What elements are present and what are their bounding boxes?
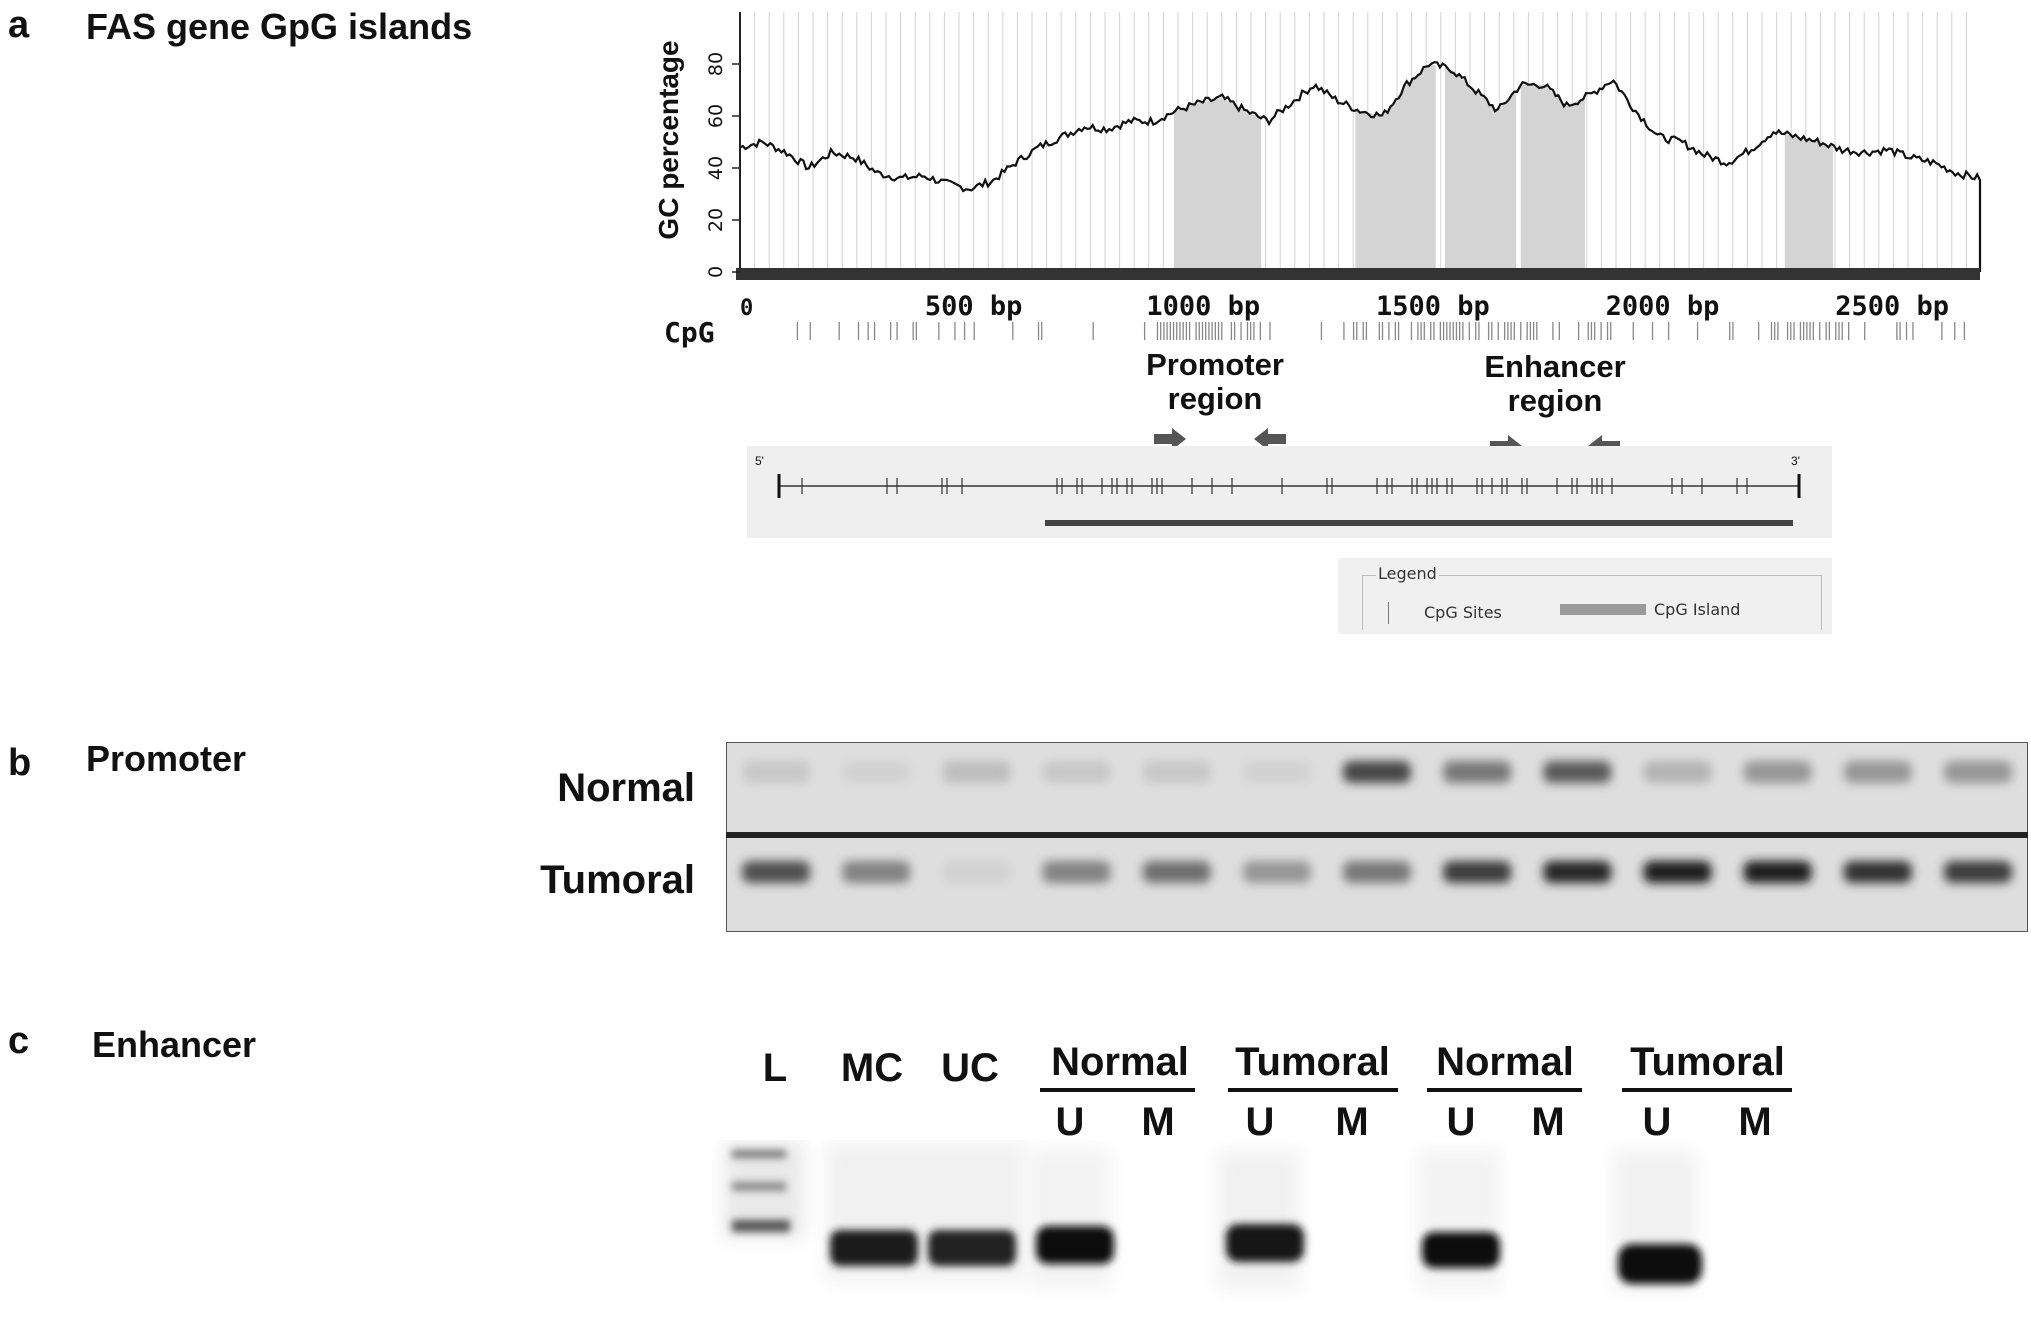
lane-m-1: M: [1141, 1100, 1175, 1144]
normal-u-band-1: [1036, 1226, 1114, 1264]
gel-band: [1042, 861, 1111, 883]
x-tick-label: 2000 bp: [1606, 291, 1720, 322]
map-5prime: 5': [755, 454, 764, 468]
gc-percentage-chart: 0 20 40 60 80 0 500 bp 1000 bp 1500 bp 2000 bp 25…: [653, 12, 1982, 349]
legend: Legend CpG Sites CpG Island: [1338, 558, 1832, 634]
gel-band: [1543, 861, 1612, 883]
gel-band: [1042, 761, 1111, 783]
gel-band: [842, 861, 911, 883]
gel-band: [942, 861, 1011, 883]
enhancer-gel: [710, 1140, 1810, 1320]
x-tick-label: 2500 bp: [1835, 291, 1949, 322]
tumoral-u-band-1: [1226, 1224, 1304, 1262]
panel-c-title: Enhancer: [92, 1024, 257, 1065]
cpg-island-shade: [1444, 67, 1517, 272]
ladder-band: [732, 1150, 786, 1158]
lane-m-2: M: [1335, 1100, 1369, 1144]
lane-u-4: U: [1642, 1100, 1672, 1144]
gel-band: [1343, 761, 1411, 783]
gel-band: [1543, 761, 1612, 783]
promoter-region-label: Promoter region: [1146, 347, 1284, 416]
lane-u-3: U: [1446, 1100, 1476, 1144]
gel-band: [1443, 861, 1512, 883]
cpg-site-legend-icon: [1388, 602, 1389, 624]
gel-band: [742, 861, 811, 883]
row-label-normal: Normal: [557, 766, 695, 810]
lane-m-3: M: [1531, 1100, 1565, 1144]
lane-label-uc: UC: [941, 1046, 999, 1090]
lane-label-mc: MC: [840, 1046, 904, 1090]
gel-band: [1743, 761, 1812, 783]
gel-band: [742, 761, 811, 783]
cpg-island-shade: [1784, 134, 1834, 272]
y-axis-label: GC percentage: [653, 40, 684, 239]
tumoral-u-band-2: [1618, 1244, 1702, 1284]
cpg-site-map: 5' 3': [747, 446, 1832, 538]
x-tick-label: 500 bp: [925, 291, 1023, 322]
panel-a-title: FAS gene GpG islands: [86, 6, 473, 47]
promoter-reverse-arrow-icon: [1254, 428, 1286, 450]
group-underline: [1427, 1088, 1582, 1092]
panel-b-title: Promoter: [86, 738, 247, 779]
legend-cpg-sites: CpG Sites: [1424, 603, 1502, 622]
gel-band: [1142, 861, 1211, 883]
gel-band: [942, 761, 1011, 783]
panel-b-letter: b: [8, 742, 32, 784]
gel-band: [1843, 861, 1912, 883]
gel-band: [1643, 861, 1712, 883]
gel-band: [1843, 761, 1912, 783]
mc-band: [830, 1230, 918, 1266]
legend-cpg-island: CpG Island: [1654, 600, 1741, 619]
gel-band: [1643, 761, 1712, 783]
y-tick-label: 60: [705, 104, 727, 128]
gc-line-series: [739, 61, 1982, 272]
y-tick-label: 0: [705, 266, 727, 278]
gel-band: [1743, 861, 1812, 883]
gel-band: [1142, 761, 1211, 783]
x-tick-label: 1000 bp: [1146, 291, 1260, 322]
cpg-island-legend-icon: [1560, 604, 1646, 615]
row-label-tumoral: Tumoral: [540, 858, 695, 902]
y-tick-label: 40: [705, 156, 727, 180]
ladder-band: [732, 1182, 786, 1191]
group-normal-1: Normal: [1051, 1040, 1189, 1084]
group-underline: [1040, 1088, 1195, 1092]
lane-m-4: M: [1738, 1100, 1772, 1144]
lane-label-ladder: L: [762, 1046, 788, 1090]
legend-title: Legend: [1376, 564, 1439, 583]
y-tick-label: 80: [705, 52, 727, 76]
gel-band: [1242, 761, 1311, 783]
gel-band: [1943, 761, 2012, 783]
lane-u-1: U: [1055, 1100, 1085, 1144]
group-underline: [1622, 1088, 1792, 1092]
cpg-island-bar: [1045, 520, 1793, 526]
x-tick-label: 1500 bp: [1376, 291, 1490, 322]
normal-u-band-2: [1422, 1232, 1500, 1268]
cpg-label: CpG: [664, 316, 715, 349]
gel-band: [1242, 861, 1311, 883]
y-tick-label: 20: [705, 208, 727, 232]
panel-a-letter: a: [8, 4, 30, 46]
gel-band: [1443, 761, 1512, 783]
gel-band: [1343, 861, 1411, 883]
group-normal-2: Normal: [1436, 1040, 1574, 1084]
x-axis-bar: [736, 268, 1980, 280]
enhancer-region-label: Enhancer region: [1484, 349, 1626, 418]
promoter-gel: [726, 742, 2028, 932]
gel-band: [1943, 861, 2012, 883]
gel-band: [842, 761, 911, 783]
cpg-island-shade: [1520, 84, 1586, 272]
promoter-forward-arrow-icon: [1154, 428, 1186, 450]
group-underline: [1228, 1088, 1398, 1092]
group-tumoral-1: Tumoral: [1235, 1040, 1390, 1084]
x-tick-label: 0: [740, 296, 753, 321]
map-3prime: 3': [1791, 454, 1800, 468]
ladder-band: [732, 1220, 790, 1232]
uc-band: [928, 1230, 1016, 1266]
group-tumoral-2: Tumoral: [1630, 1040, 1785, 1084]
lane-u-2: U: [1245, 1100, 1275, 1144]
panel-c-letter: c: [8, 1020, 30, 1062]
cpg-island-shade: [1174, 98, 1262, 272]
